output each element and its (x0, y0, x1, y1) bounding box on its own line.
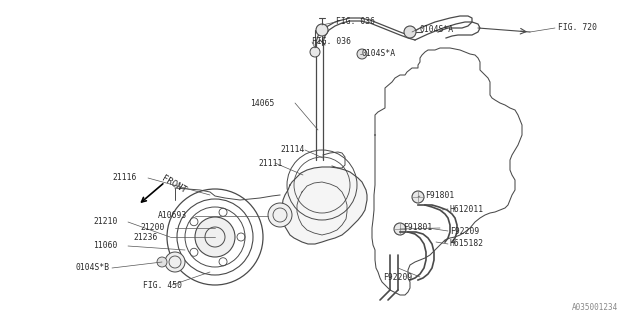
Text: F91801: F91801 (403, 223, 432, 233)
Text: F92209: F92209 (383, 273, 412, 282)
Circle shape (310, 47, 320, 57)
Circle shape (316, 24, 328, 36)
Text: A035001234: A035001234 (572, 303, 618, 312)
Text: 0104S*A: 0104S*A (362, 50, 396, 59)
Text: 0104S*A: 0104S*A (420, 25, 454, 34)
Text: 21116: 21116 (112, 173, 136, 182)
Text: 21200: 21200 (140, 223, 164, 233)
Text: 21236: 21236 (133, 233, 157, 242)
Circle shape (357, 49, 367, 59)
Text: FIG. 450: FIG. 450 (143, 281, 182, 290)
Circle shape (195, 217, 235, 257)
Circle shape (394, 223, 406, 235)
Polygon shape (282, 167, 367, 244)
Text: H615182: H615182 (450, 239, 484, 249)
Text: FIG. 036: FIG. 036 (312, 37, 351, 46)
Text: FRONT: FRONT (160, 174, 188, 195)
Text: F91801: F91801 (425, 191, 454, 201)
Text: A10693: A10693 (158, 212, 188, 220)
Text: FIG. 036: FIG. 036 (336, 18, 375, 27)
Circle shape (404, 26, 416, 38)
Circle shape (165, 252, 185, 272)
Text: F92209: F92209 (450, 227, 479, 236)
Text: 14065: 14065 (250, 99, 275, 108)
Text: 11060: 11060 (93, 242, 117, 251)
Circle shape (412, 191, 424, 203)
Text: 21111: 21111 (258, 158, 282, 167)
Text: H612011: H612011 (450, 204, 484, 213)
Text: 21114: 21114 (280, 146, 305, 155)
Text: FIG. 720: FIG. 720 (558, 23, 597, 33)
Circle shape (268, 203, 292, 227)
Text: 0104S*B: 0104S*B (75, 263, 109, 273)
Circle shape (157, 257, 167, 267)
Text: 21210: 21210 (93, 218, 117, 227)
